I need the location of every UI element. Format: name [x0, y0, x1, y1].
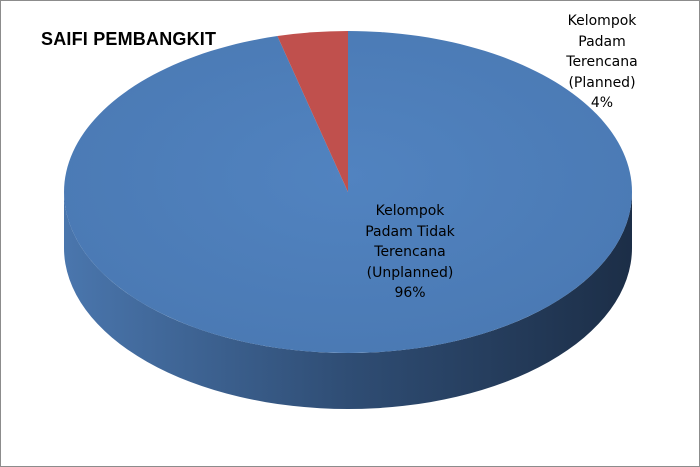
slice-label-planned: Kelompok Padam Terencana (Planned) 4% [542, 11, 662, 114]
slice-label-unplanned: Kelompok Padam Tidak Terencana (Unplanne… [340, 201, 480, 304]
unplanned-label-line-3: Terencana [374, 244, 446, 260]
unplanned-label-line-4: (Unplanned) [366, 264, 454, 281]
pie-slice-0 [64, 31, 633, 353]
pie-slice-1 [277, 31, 348, 192]
planned-label-line-2: Padam [578, 33, 626, 50]
pie-side-wall [64, 192, 632, 409]
chart-title: SAIFI PEMBANGKIT [41, 29, 217, 49]
planned-percent-label: 4% [590, 95, 614, 111]
unplanned-label-line-2: Padam Tidak [365, 223, 455, 240]
planned-label-line-4: (Planned) [568, 74, 636, 91]
unplanned-label-line-1: Kelompok [375, 203, 445, 219]
unplanned-percent-label: 96% [394, 285, 426, 301]
planned-label-line-3: Terencana [566, 54, 638, 70]
planned-label-line-1: Kelompok [567, 13, 637, 29]
